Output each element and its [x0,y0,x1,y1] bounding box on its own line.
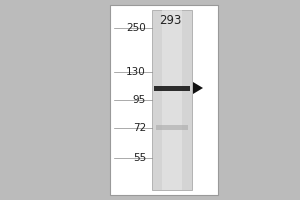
Bar [154,86,190,91]
Text: 293: 293 [159,14,181,27]
Bar [152,10,192,190]
Text: 72: 72 [133,123,146,133]
Text: 95: 95 [133,95,146,105]
Text: 130: 130 [126,67,146,77]
Bar [162,10,182,190]
Polygon shape [193,82,203,94]
Text: 55: 55 [133,153,146,163]
Text: 250: 250 [126,23,146,33]
Bar [110,5,218,195]
Bar [156,125,188,130]
